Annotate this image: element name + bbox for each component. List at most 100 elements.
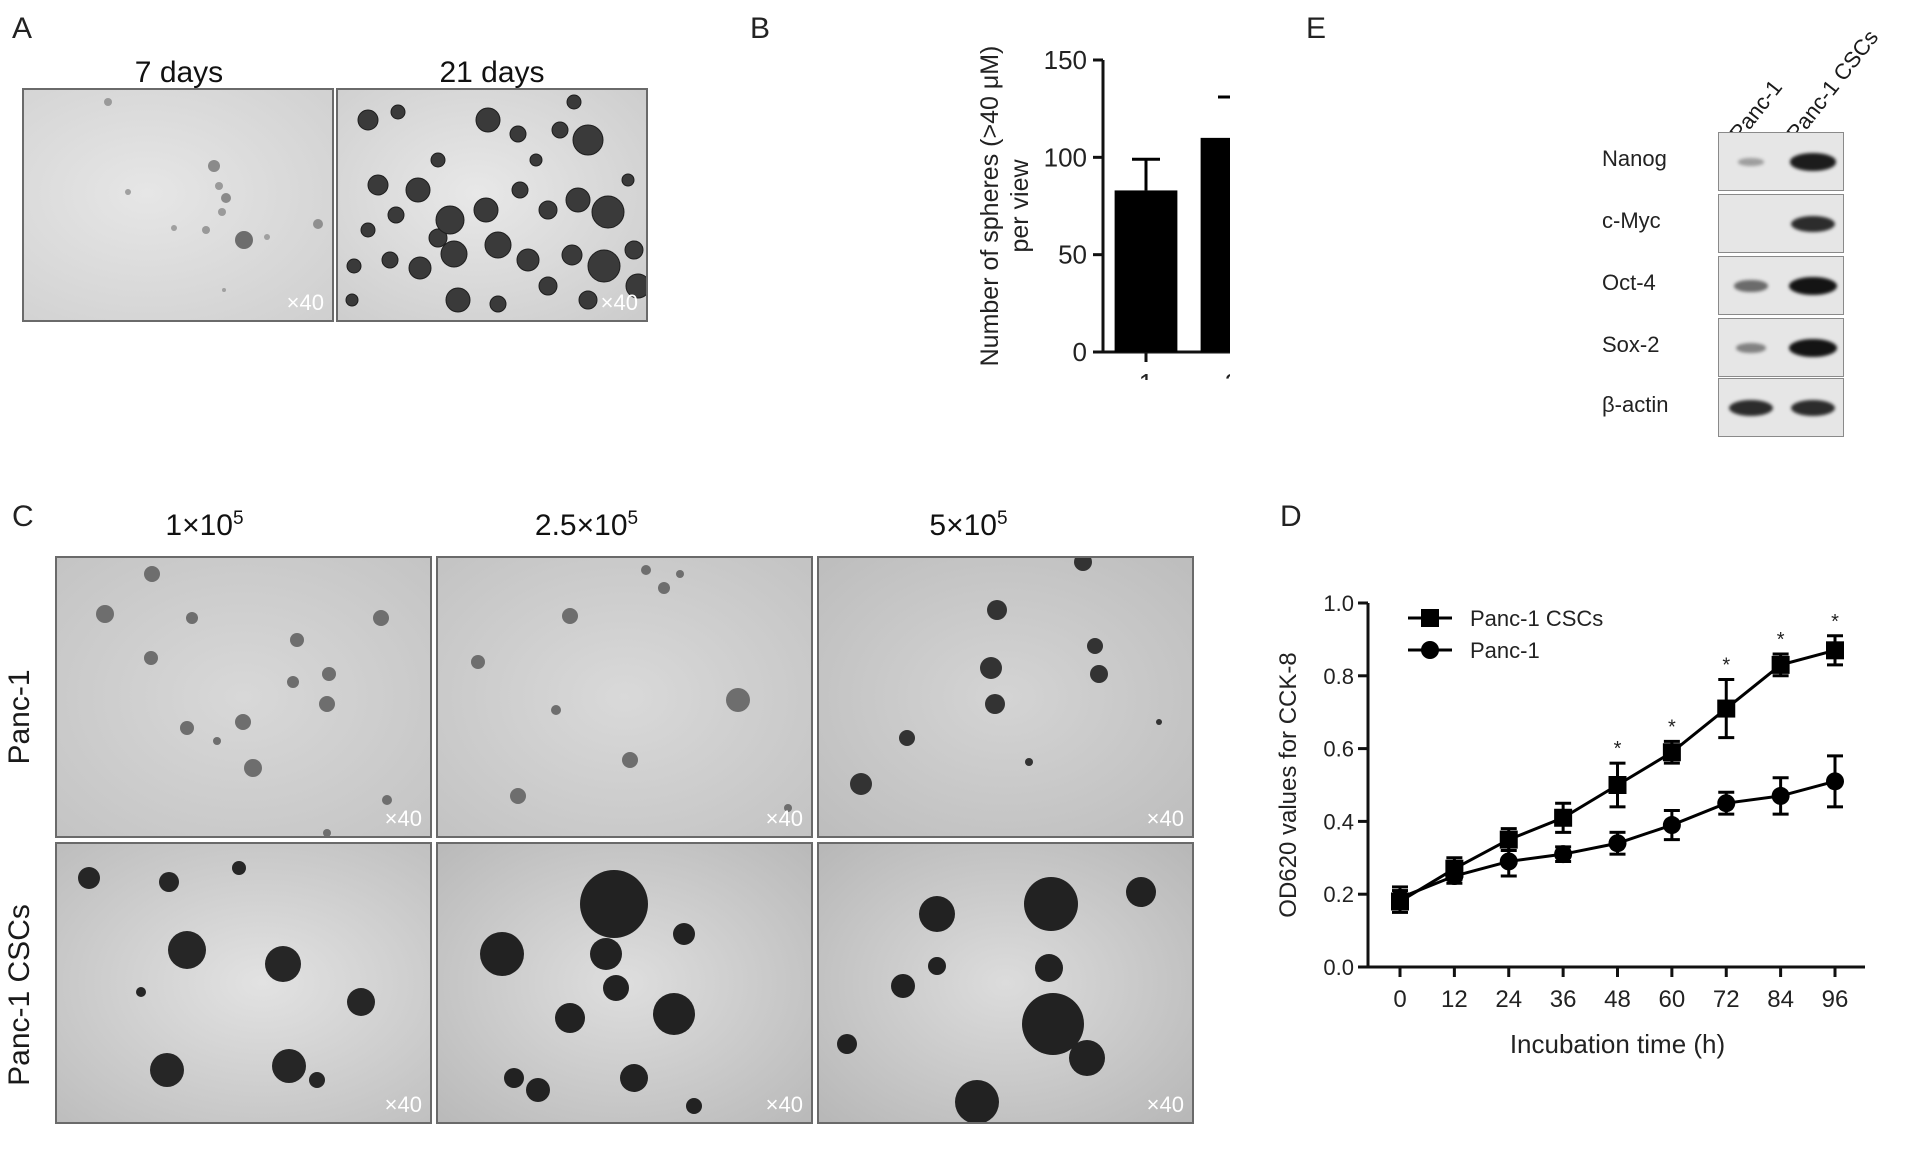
bar	[1200, 137, 1230, 352]
significance-marker: *	[1722, 654, 1730, 676]
y-tick-label: 0.0	[1323, 955, 1354, 980]
panel-a-title-7-days: 7 days	[134, 56, 224, 89]
data-point-square	[1608, 776, 1627, 794]
y-axis-label: OD620 values for CCK-8	[1275, 652, 1302, 917]
western-band	[1789, 153, 1837, 171]
western-blot-strip	[1718, 194, 1844, 253]
y-tick-label: 50	[1058, 240, 1087, 270]
panel-c-column-title-5e5: 5×105	[929, 508, 1008, 542]
y-tick-label: 1.0	[1323, 591, 1354, 616]
micrograph-panc1-5e5: ×40	[817, 556, 1194, 838]
micrograph-spheres	[837, 877, 1156, 1122]
micrograph-cscs-5e5: ×40	[817, 842, 1194, 1124]
panel-c-column-title-1e5: 1×105	[165, 508, 244, 542]
legend-label: Panc-1 CSCs	[1470, 606, 1603, 631]
x-tick-label: 0	[1393, 986, 1406, 1013]
data-point-circle	[1717, 794, 1736, 813]
magnification-label: ×40	[765, 806, 803, 831]
data-point-circle	[1499, 852, 1518, 871]
sphere-count-bar-chart: 0501001501234Passage(s)Number of spheres…	[976, 45, 1230, 380]
magnification-label: ×40	[384, 806, 422, 831]
y-tick-label: 0.2	[1323, 882, 1354, 907]
panel-c-row-label-panc-1-cscs: Panc-1 CSCs	[3, 904, 36, 1086]
x-tick-label: 84	[1767, 986, 1794, 1013]
western-protein-label: β-actin	[1602, 392, 1669, 417]
data-point-square	[1717, 699, 1736, 718]
micrograph-spheres	[96, 566, 392, 836]
y-axis-label: Number of spheres (>40 μM)per view	[976, 46, 1034, 367]
western-band	[1790, 399, 1836, 417]
significance-marker: *	[1614, 738, 1622, 760]
western-band	[1790, 215, 1836, 233]
panel-d-label: D	[1280, 500, 1302, 533]
western-protein-label: Nanog	[1602, 146, 1667, 171]
western-protein-label: Oct-4	[1602, 270, 1656, 295]
western-band	[1738, 158, 1764, 166]
western-band	[1789, 277, 1837, 295]
x-tick-label: 36	[1550, 986, 1577, 1013]
western-band	[1728, 399, 1774, 417]
magnification-label: ×40	[1146, 806, 1184, 831]
legend-marker-circle	[1421, 641, 1439, 659]
significance-marker: *	[1668, 716, 1676, 738]
micrograph-panc1-1e5: ×40	[55, 556, 432, 838]
y-tick-label: 0.6	[1323, 737, 1354, 762]
y-axis-label-line: Number of spheres (>40 μM)	[976, 46, 1004, 367]
micrograph-7-days: ×40	[22, 88, 334, 322]
micrograph-panc1-2.5e5: ×40	[436, 556, 813, 838]
western-lane-label-panc-1-cscs: Panc-1 CSCs	[1781, 24, 1884, 146]
data-point-circle	[1554, 845, 1573, 864]
data-point-square	[1771, 655, 1790, 674]
y-axis-label-line: per view	[1006, 159, 1034, 253]
panel-b-label: B	[750, 12, 771, 45]
x-tick-label: 60	[1659, 986, 1686, 1013]
x-tick-label: 12	[1441, 986, 1468, 1013]
x-tick-label: 24	[1495, 986, 1522, 1013]
western-blot-strip	[1718, 378, 1844, 437]
panel-c-row-label-panc-1: Panc-1	[3, 669, 36, 765]
data-point-circle	[1391, 888, 1409, 907]
y-tick-label: 100	[1044, 142, 1087, 172]
data-point-square	[1554, 808, 1573, 827]
micrograph-21-days: ×40	[336, 88, 648, 322]
micrograph-cscs-2.5e5: ×40	[436, 842, 813, 1124]
western-blot-strip	[1718, 318, 1844, 377]
western-protein-label: Sox-2	[1602, 332, 1660, 357]
magnification-label: ×40	[600, 290, 638, 315]
micrograph-spheres	[480, 870, 702, 1114]
western-blot-strip	[1718, 256, 1844, 315]
data-point-circle	[1771, 786, 1790, 805]
significance-marker: *	[1831, 611, 1839, 633]
data-point-square	[1662, 743, 1681, 762]
bar	[1114, 190, 1178, 352]
western-band	[1734, 280, 1768, 292]
western-band	[1736, 343, 1766, 353]
x-tick-label: 1	[1139, 368, 1153, 380]
western-blot-strip	[1718, 132, 1844, 191]
western-protein-label: c-Myc	[1602, 208, 1661, 233]
data-point-square	[1499, 830, 1518, 849]
magnification-label: ×40	[286, 290, 324, 315]
panel-a-label: A	[12, 12, 33, 45]
legend-marker-square	[1421, 609, 1439, 627]
data-point-square	[1826, 641, 1844, 660]
significance-marker: *	[1777, 629, 1785, 651]
panel-e-label: E	[1306, 12, 1327, 45]
x-tick-label: 96	[1822, 986, 1849, 1013]
data-point-circle	[1445, 867, 1464, 885]
micrograph-cscs-1e5: ×40	[55, 842, 432, 1124]
micrograph-21-days-spheres	[345, 94, 646, 313]
data-point-circle	[1826, 772, 1844, 791]
micrograph-spheres	[850, 558, 1162, 795]
y-tick-label: 0	[1073, 337, 1087, 367]
y-tick-label: 150	[1044, 45, 1087, 75]
y-tick-label: 0.4	[1323, 809, 1354, 834]
y-tick-label: 0.8	[1323, 664, 1354, 689]
magnification-label: ×40	[765, 1092, 803, 1117]
micrograph-spheres	[78, 861, 375, 1088]
panel-a-title-21-days: 21 days	[439, 56, 545, 89]
micrograph-spheres	[471, 565, 792, 812]
cck8-growth-line-chart: 0.0 0.2 0.4 0.6 0.8 1.0 0 12 24 36 48 60 72 84 96 * * * * *…	[1275, 591, 1865, 1059]
micrograph-7-days-spheres	[104, 98, 323, 292]
panel-c-column-title-2.5e5: 2.5×105	[534, 508, 639, 542]
